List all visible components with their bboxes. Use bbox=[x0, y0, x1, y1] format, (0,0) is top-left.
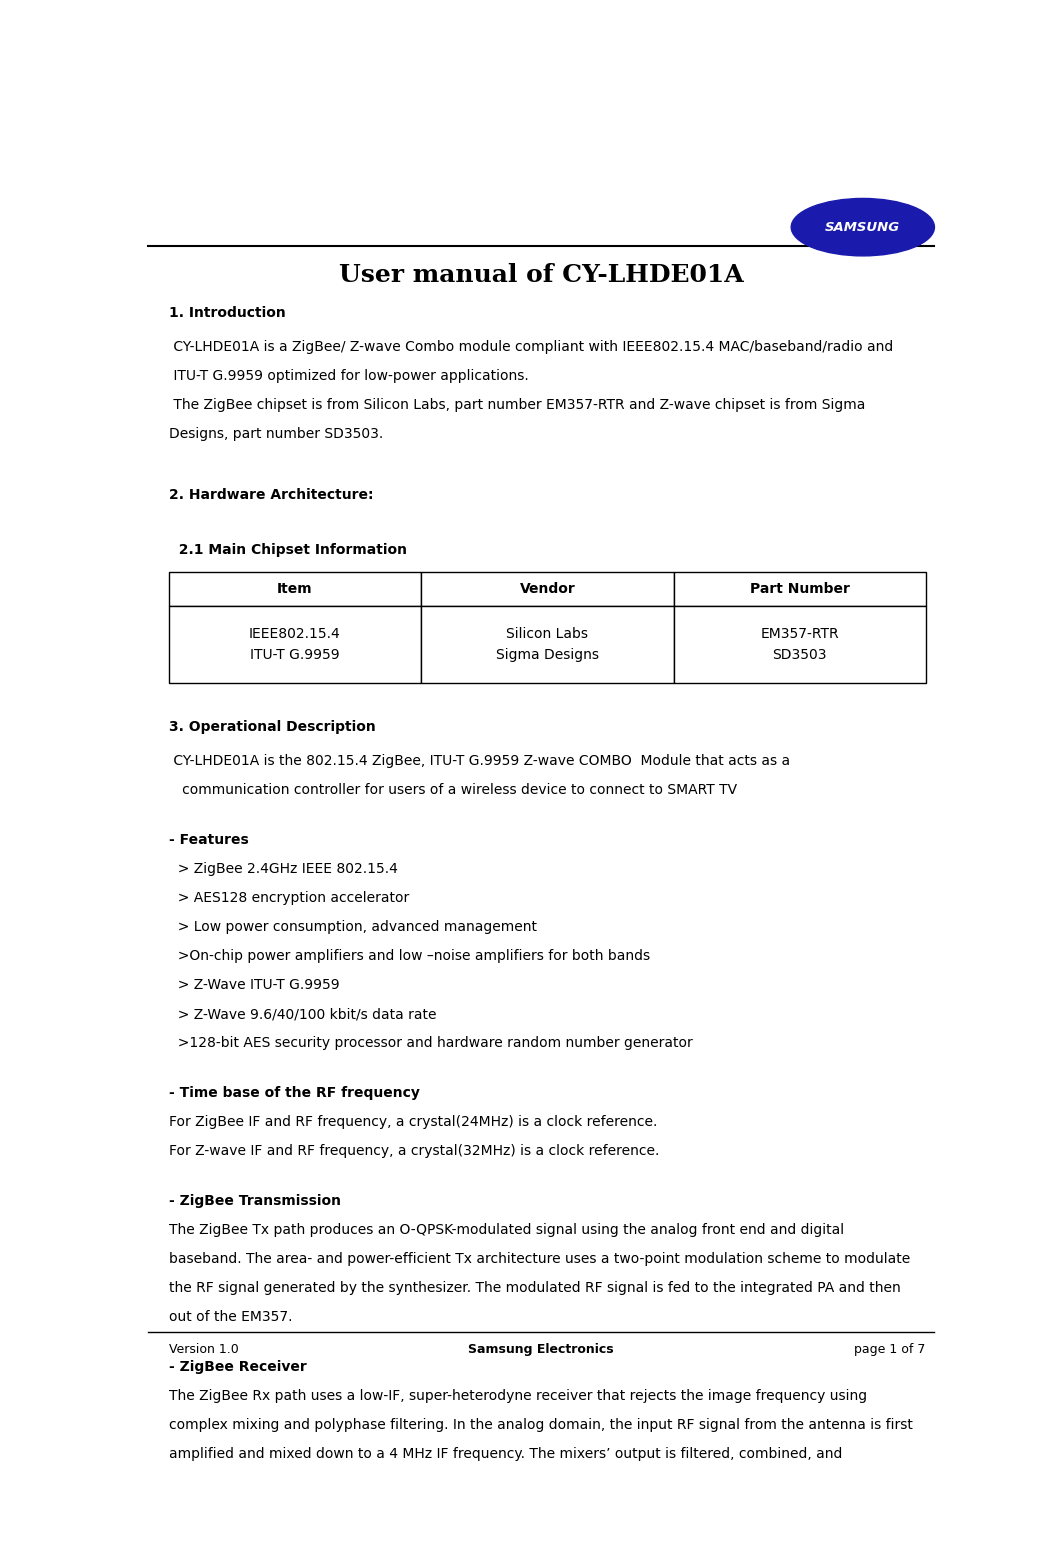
Text: > ZigBee 2.4GHz IEEE 802.15.4: > ZigBee 2.4GHz IEEE 802.15.4 bbox=[169, 862, 398, 876]
Text: Vendor: Vendor bbox=[520, 581, 576, 595]
Text: Item: Item bbox=[277, 581, 313, 595]
Text: 3. Operational Description: 3. Operational Description bbox=[169, 720, 376, 733]
Text: baseband. The area- and power-efficient Tx architecture uses a two-point modulat: baseband. The area- and power-efficient … bbox=[169, 1253, 910, 1267]
Text: Part Number: Part Number bbox=[750, 581, 850, 595]
Text: >On-chip power amplifiers and low –noise amplifiers for both bands: >On-chip power amplifiers and low –noise… bbox=[169, 949, 649, 963]
Text: > AES128 encryption accelerator: > AES128 encryption accelerator bbox=[169, 892, 409, 906]
Text: - ZigBee Receiver: - ZigBee Receiver bbox=[169, 1360, 306, 1374]
Text: EM357-RTR
SD3503: EM357-RTR SD3503 bbox=[760, 628, 838, 662]
Text: Version 1.0: Version 1.0 bbox=[169, 1343, 239, 1357]
Text: - Time base of the RF frequency: - Time base of the RF frequency bbox=[169, 1086, 419, 1100]
Bar bbox=[421, 572, 674, 606]
Text: IEEE802.15.4
ITU-T G.9959: IEEE802.15.4 ITU-T G.9959 bbox=[249, 628, 341, 662]
Text: 2.1 Main Chipset Information: 2.1 Main Chipset Information bbox=[169, 542, 407, 556]
Text: >128-bit AES security processor and hardware random number generator: >128-bit AES security processor and hard… bbox=[169, 1037, 693, 1051]
Text: SAMSUNG: SAMSUNG bbox=[826, 221, 901, 233]
Text: > Low power consumption, advanced management: > Low power consumption, advanced manage… bbox=[169, 920, 536, 934]
Text: Silicon Labs
Sigma Designs: Silicon Labs Sigma Designs bbox=[496, 628, 599, 662]
Text: Designs, part number SD3503.: Designs, part number SD3503. bbox=[169, 427, 383, 441]
Text: > Z-Wave ITU-T G.9959: > Z-Wave ITU-T G.9959 bbox=[169, 977, 339, 991]
Text: - ZigBee Transmission: - ZigBee Transmission bbox=[169, 1193, 341, 1207]
Text: For Z-wave IF and RF frequency, a crystal(32MHz) is a clock reference.: For Z-wave IF and RF frequency, a crysta… bbox=[169, 1144, 659, 1158]
Bar bbox=[674, 572, 926, 606]
Bar bbox=[674, 606, 926, 684]
Text: complex mixing and polyphase filtering. In the analog domain, the input RF signa: complex mixing and polyphase filtering. … bbox=[169, 1417, 912, 1431]
Text: The ZigBee Tx path produces an O-QPSK-modulated signal using the analog front en: The ZigBee Tx path produces an O-QPSK-mo… bbox=[169, 1223, 844, 1237]
Text: ITU-T G.9959 optimized for low-power applications.: ITU-T G.9959 optimized for low-power app… bbox=[169, 370, 529, 384]
Ellipse shape bbox=[791, 199, 935, 256]
Bar bbox=[169, 572, 421, 606]
Text: the RF signal generated by the synthesizer. The modulated RF signal is fed to th: the RF signal generated by the synthesiz… bbox=[169, 1280, 901, 1294]
Text: CY-LHDE01A is a ZigBee/ Z-wave Combo module compliant with IEEE802.15.4 MAC/base: CY-LHDE01A is a ZigBee/ Z-wave Combo mod… bbox=[169, 340, 893, 354]
Text: For ZigBee IF and RF frequency, a crystal(24MHz) is a clock reference.: For ZigBee IF and RF frequency, a crysta… bbox=[169, 1116, 657, 1130]
Text: page 1 of 7: page 1 of 7 bbox=[854, 1343, 926, 1357]
Text: CY-LHDE01A is the 802.15.4 ZigBee, ITU-T G.9959 Z-wave COMBO  Module that acts a: CY-LHDE01A is the 802.15.4 ZigBee, ITU-T… bbox=[169, 754, 790, 768]
Text: 1. Introduction: 1. Introduction bbox=[169, 306, 285, 320]
Text: 2. Hardware Architecture:: 2. Hardware Architecture: bbox=[169, 488, 374, 502]
Text: Samsung Electronics: Samsung Electronics bbox=[469, 1343, 614, 1357]
Text: out of the EM357.: out of the EM357. bbox=[169, 1310, 293, 1324]
Text: amplified and mixed down to a 4 MHz IF frequency. The mixers’ output is filtered: amplified and mixed down to a 4 MHz IF f… bbox=[169, 1447, 843, 1461]
Bar bbox=[169, 606, 421, 684]
Text: The ZigBee Rx path uses a low-IF, super-heterodyne receiver that rejects the ima: The ZigBee Rx path uses a low-IF, super-… bbox=[169, 1389, 867, 1403]
Text: User manual of CY-LHDE01A: User manual of CY-LHDE01A bbox=[339, 263, 743, 287]
Text: - Features: - Features bbox=[169, 833, 248, 847]
Text: communication controller for users of a wireless device to connect to SMART TV: communication controller for users of a … bbox=[169, 783, 737, 797]
Text: The ZigBee chipset is from Silicon Labs, part number EM357-RTR and Z-wave chipse: The ZigBee chipset is from Silicon Labs,… bbox=[169, 398, 865, 412]
Bar bbox=[421, 606, 674, 684]
Text: > Z-Wave 9.6/40/100 kbit/s data rate: > Z-Wave 9.6/40/100 kbit/s data rate bbox=[169, 1007, 436, 1021]
